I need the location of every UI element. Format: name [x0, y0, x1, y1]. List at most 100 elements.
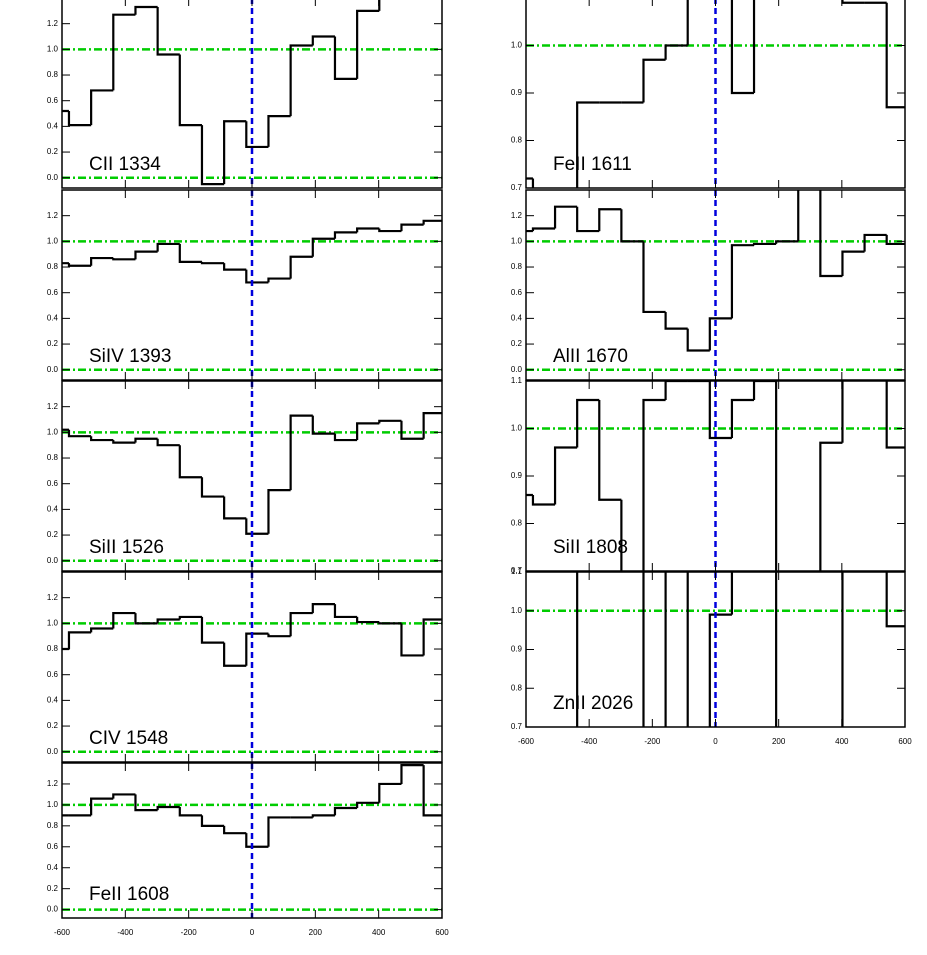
step-segment — [531, 495, 556, 506]
step-segment — [378, 228, 402, 233]
step-segment — [686, 0, 689, 46]
step-segment — [245, 833, 269, 848]
step-segment — [90, 89, 114, 126]
panel-label: AlII 1670 — [553, 346, 628, 367]
step-segment — [267, 277, 291, 283]
step-segment — [356, 616, 380, 624]
step-segment — [553, 205, 578, 229]
step-segment — [708, 381, 732, 440]
step-segment — [134, 5, 158, 15]
step-segment — [841, 250, 865, 277]
y-tick-label: 1.0 — [511, 41, 523, 50]
x-tick-label: -200 — [644, 737, 661, 746]
y-tick-label: 1.0 — [47, 800, 59, 809]
step-segment — [200, 616, 225, 644]
y-tick-label: 0.4 — [47, 504, 59, 513]
step-segment — [555, 212, 577, 236]
step-segment — [775, 572, 778, 727]
panel: 0.0 0.2 0.4 0.6 0.8 1.0 1.2 CIV 1548 — [47, 571, 443, 763]
step-segment — [752, 0, 756, 93]
step-segment — [112, 258, 136, 261]
y-tick-label: 1.2 — [511, 211, 523, 220]
step-segment — [730, 244, 755, 319]
step-segment — [378, 419, 402, 424]
step-segment — [112, 611, 136, 629]
x-tick-label: 0 — [713, 737, 718, 746]
step-segment — [708, 317, 732, 351]
step-segment — [67, 263, 92, 267]
plot-area — [526, 190, 905, 380]
step-segment — [178, 445, 202, 479]
step-segment — [708, 613, 732, 727]
y-tick-label: 1.2 — [47, 19, 59, 28]
y-tick-label: 0.8 — [47, 70, 59, 79]
step-segment — [112, 793, 136, 799]
y-tick-label: 0.4 — [47, 121, 59, 130]
x-tick-label: -400 — [117, 928, 134, 937]
y-tick-label: 0.9 — [511, 645, 523, 654]
plot-area — [62, 0, 442, 188]
x-tick-label: 400 — [835, 737, 849, 746]
step-segment — [642, 58, 666, 103]
y-tick-label: 0.4 — [511, 313, 523, 322]
step-segment — [422, 411, 442, 439]
step-segment — [664, 311, 688, 330]
step-segment — [576, 206, 600, 233]
step-segment — [841, 381, 844, 443]
plot-area — [62, 381, 442, 571]
step-segment — [400, 420, 424, 440]
step-segment — [686, 328, 710, 352]
step-segment — [378, 0, 381, 11]
step-segment — [90, 256, 114, 266]
step-segment — [311, 237, 335, 257]
plot-area — [62, 763, 442, 918]
y-tick-label: 0.4 — [47, 863, 59, 872]
step-segment — [752, 242, 777, 246]
y-tick-label: 1.1 — [511, 567, 523, 576]
step-segment — [553, 446, 578, 505]
y-tick-label: 1.2 — [47, 779, 59, 788]
step-segment — [333, 36, 358, 80]
y-tick-label: 1.2 — [47, 402, 59, 411]
y-tick-label: 0.8 — [511, 519, 523, 528]
y-tick-label: 0.9 — [511, 471, 523, 480]
y-tick-label: 0.6 — [511, 288, 523, 297]
step-segment — [841, 0, 865, 4]
step-segment — [245, 518, 269, 535]
step-segment — [378, 782, 402, 803]
step-segment — [156, 618, 180, 624]
y-tick-label: 0.4 — [47, 695, 59, 704]
step-segment — [311, 602, 335, 614]
step-segment — [289, 44, 313, 117]
y-tick-label: 0.8 — [511, 683, 523, 692]
step-segment — [289, 611, 313, 637]
step-segment — [730, 572, 734, 615]
step-segment — [223, 263, 247, 271]
y-tick-label: 1.0 — [511, 424, 523, 433]
step-segment — [245, 632, 269, 666]
x-tick-label: 600 — [898, 737, 912, 746]
step-segment — [200, 477, 225, 498]
step-segment — [620, 209, 644, 243]
plot-area — [62, 190, 442, 380]
y-tick-label: 0.2 — [47, 339, 59, 348]
panel: 0.7 0.8 0.9 1.0 1.1 SiII 1808 — [511, 376, 906, 575]
y-tick-label: 0.0 — [47, 747, 59, 756]
y-tick-label: 0.0 — [47, 556, 59, 565]
step-segment — [90, 627, 114, 633]
y-tick-label: 0.2 — [47, 721, 59, 730]
step-segment — [67, 631, 92, 650]
plot-area — [526, 381, 905, 571]
step-segment — [311, 415, 335, 435]
step-segment — [156, 805, 180, 811]
y-tick-label: 0.7 — [511, 183, 523, 192]
x-tick-label: 200 — [309, 928, 323, 937]
y-tick-label: 0.2 — [47, 884, 59, 893]
step-segment — [267, 489, 291, 534]
step-segment — [642, 398, 666, 571]
y-tick-label: 0.6 — [47, 288, 59, 297]
y-tick-label: 0.6 — [47, 96, 59, 105]
step-segment — [422, 765, 442, 817]
step-segment — [156, 438, 180, 447]
